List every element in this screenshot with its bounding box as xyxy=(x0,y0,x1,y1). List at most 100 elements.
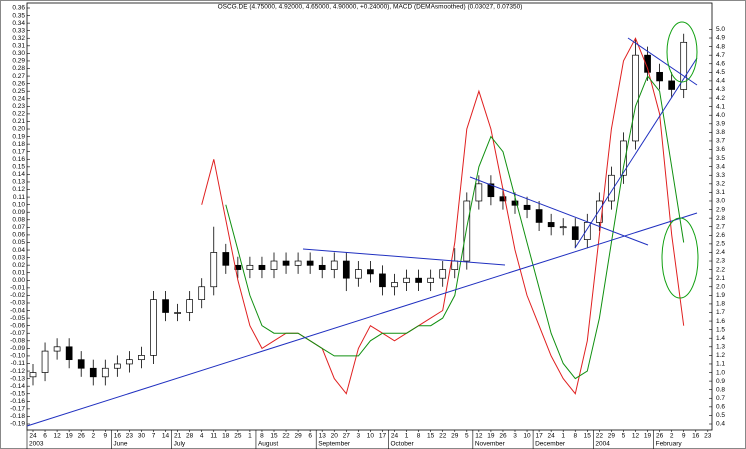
chart-title: OSCG.DE (4.75000, 4.92000, 4.65000, 4.90… xyxy=(218,4,523,11)
candle-body xyxy=(427,277,434,283)
x-tick-label: 17 xyxy=(379,433,387,440)
x-tick-label: 30 xyxy=(138,433,146,440)
candle-body xyxy=(186,299,193,313)
x-tick-label: 15 xyxy=(427,433,435,440)
x-tick-label: 19 xyxy=(644,433,652,440)
x-tick-label: 14 xyxy=(162,433,170,440)
y-tick-label: 0.10 xyxy=(12,201,25,208)
candle-body xyxy=(463,200,471,262)
y-tick-label: 0.35 xyxy=(12,12,25,19)
candle-body xyxy=(355,269,362,279)
candle-body xyxy=(535,209,543,223)
y-tick-label: 0.05 xyxy=(12,239,25,246)
month-label: December xyxy=(535,441,566,448)
y2-tick-label: 1.5 xyxy=(716,326,725,333)
candle-body xyxy=(41,350,49,373)
y-tick-label: -0.05 xyxy=(10,315,25,322)
x-tick-label: 26 xyxy=(656,433,664,440)
y2-tick-label: 4.7 xyxy=(716,52,725,59)
y-tick-label: 0.00 xyxy=(12,277,25,284)
candle-body xyxy=(559,226,567,229)
y2-tick-label: 4.6 xyxy=(716,60,725,67)
candle-body xyxy=(403,277,410,283)
x-tick-label: 9 xyxy=(103,433,107,440)
x-tick-label: 15 xyxy=(270,433,278,440)
candle-body xyxy=(499,196,507,202)
candle-body xyxy=(644,54,651,73)
x-tick-label: 16 xyxy=(114,433,122,440)
y-tick-label: 0.26 xyxy=(12,80,25,87)
y2-tick-label: 3.3 xyxy=(716,172,725,179)
candle-body xyxy=(53,346,61,352)
candle-body xyxy=(222,252,230,266)
x-tick-label: 10 xyxy=(367,433,375,440)
trendline xyxy=(574,57,698,249)
candle-body xyxy=(126,359,133,365)
x-tick-label: 24 xyxy=(548,433,556,440)
x-tick-label: 25 xyxy=(234,433,242,440)
y2-tick-label: 1.9 xyxy=(716,292,725,299)
y-tick-label: 0.29 xyxy=(12,58,25,65)
month-label: June xyxy=(113,441,127,448)
y-tick-label: -0.14 xyxy=(10,383,25,390)
y-tick-label: -0.19 xyxy=(10,421,25,428)
y-tick-label: 0.02 xyxy=(12,262,25,269)
y-tick-label: 0.28 xyxy=(12,65,25,72)
y-tick-label: -0.17 xyxy=(10,406,25,413)
y-tick-label: -0.11 xyxy=(11,360,26,367)
y-tick-label: 0.32 xyxy=(12,35,25,42)
candle-body xyxy=(138,355,145,361)
y2-tick-label: 1.4 xyxy=(716,335,725,342)
y2-tick-label: 1.2 xyxy=(716,352,725,359)
y2-tick-label: 3.1 xyxy=(716,189,725,196)
month-label: November xyxy=(475,441,506,448)
x-tick-label: 29 xyxy=(294,433,302,440)
x-tick-label: 24 xyxy=(29,433,37,440)
y-tick-label: -0.10 xyxy=(10,353,25,360)
x-tick-label: 17 xyxy=(535,433,543,440)
y2-tick-label: 2.0 xyxy=(716,283,725,290)
y2-tick-label: 4.0 xyxy=(716,112,725,119)
y2-tick-label: 4.9 xyxy=(716,35,725,42)
x-tick-label: 12 xyxy=(475,433,483,440)
candle-body xyxy=(487,183,495,198)
candle-body xyxy=(632,54,639,142)
y-tick-label: 0.25 xyxy=(12,88,25,95)
x-tick-label: 8 xyxy=(573,433,577,440)
candle-body xyxy=(379,273,386,288)
candle-body xyxy=(451,260,459,270)
candle-body xyxy=(198,286,206,300)
y2-tick-label: 4.3 xyxy=(716,86,725,93)
y2-tick-label: 3.7 xyxy=(716,138,725,145)
candle-body xyxy=(367,269,374,275)
candle-body xyxy=(342,260,350,279)
y2-tick-label: 3.6 xyxy=(716,146,725,153)
x-tick-label: 24 xyxy=(391,433,399,440)
candle-body xyxy=(294,260,302,266)
y-tick-label: 0.24 xyxy=(12,95,25,102)
y2-tick-label: 0.6 xyxy=(716,404,725,411)
y2-tick-label: 0.8 xyxy=(716,386,725,393)
x-tick-label: 19 xyxy=(66,433,74,440)
y-tick-label: 0.21 xyxy=(12,118,25,125)
candle-body xyxy=(608,174,615,202)
y-tick-label: -0.15 xyxy=(10,390,25,397)
candle-body xyxy=(547,222,555,228)
trendline xyxy=(469,176,649,246)
candle-body xyxy=(523,204,531,210)
y-tick-label: 0.18 xyxy=(12,141,25,148)
x-tick-label: 21 xyxy=(174,433,182,440)
y-tick-label: -0.06 xyxy=(10,322,25,329)
candle-body xyxy=(620,140,627,176)
candle-body xyxy=(258,264,266,270)
y-tick-label: 0.01 xyxy=(12,269,25,276)
candle-body xyxy=(150,299,157,356)
y-tick-label: -0.13 xyxy=(10,375,25,382)
candle-body xyxy=(680,41,688,90)
y2-tick-label: 0.4 xyxy=(716,421,725,428)
y-tick-label: -0.18 xyxy=(10,413,25,420)
y-tick-label: 0.22 xyxy=(12,111,25,118)
y-tick-label: 0.20 xyxy=(12,126,25,133)
y2-tick-label: 4.1 xyxy=(716,103,725,110)
